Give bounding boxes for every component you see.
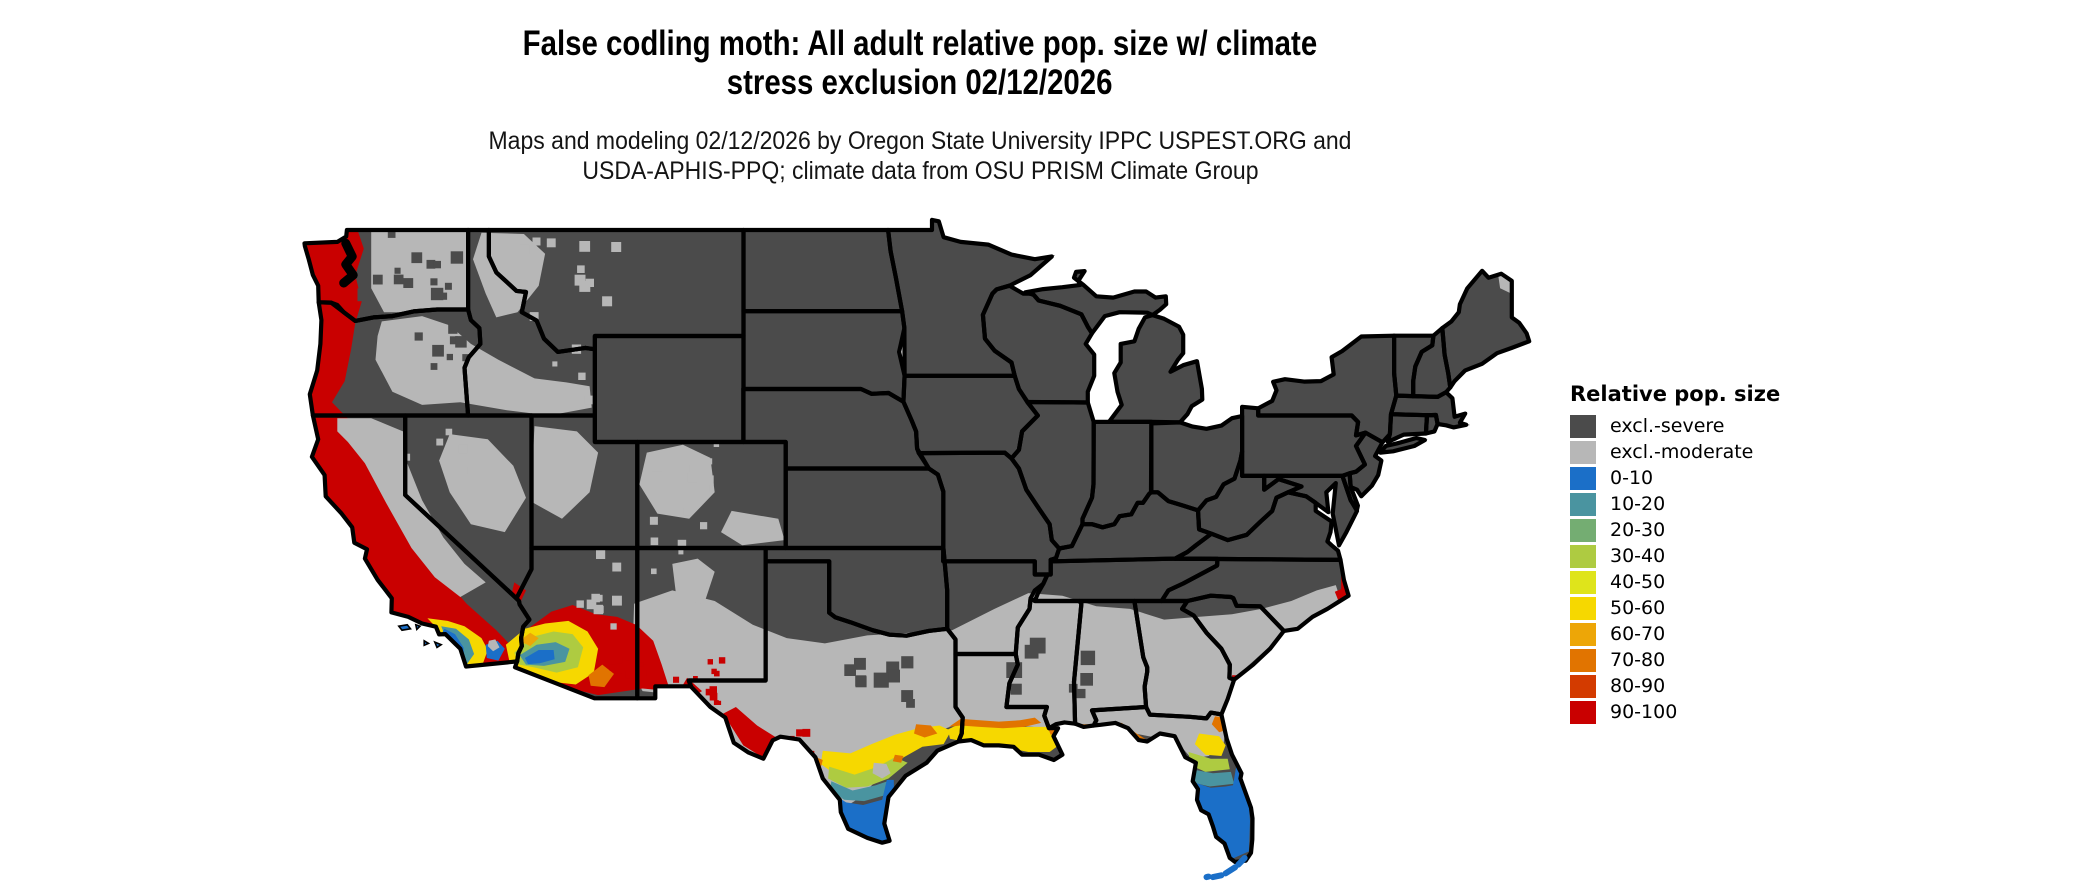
- florida-keys: [1203, 873, 1212, 881]
- legend-label: 20-30: [1610, 519, 1666, 541]
- legend-swatch-50-60: [1570, 597, 1596, 620]
- legend-row: 80-90: [1570, 675, 1780, 698]
- florida-keys: [1209, 872, 1225, 881]
- legend-row: 60-70: [1570, 623, 1780, 646]
- legend-row: 40-50: [1570, 571, 1780, 594]
- legend-swatch-60-70: [1570, 623, 1596, 646]
- map-title-line-2: stress exclusion 02/12/2026: [727, 63, 1113, 102]
- legend-label: excl.-moderate: [1610, 441, 1754, 463]
- legend: Relative pop. size excl.-severe excl.-mod…: [1570, 382, 1780, 724]
- legend-label: 0-10: [1610, 467, 1654, 489]
- legend-label: 10-20: [1610, 493, 1666, 515]
- legend-title: Relative pop. size: [1570, 382, 1781, 406]
- legend-row: 30-40: [1570, 545, 1780, 568]
- legend-swatch-70-80: [1570, 649, 1596, 672]
- legend-label: 80-90: [1610, 675, 1666, 697]
- map-title: False codling moth: All adult relative p…: [0, 24, 1840, 102]
- legend-label: 70-80: [1610, 649, 1666, 671]
- legend-label: excl.-severe: [1610, 415, 1725, 437]
- state-border-layer: [302, 217, 1532, 865]
- legend-swatch-80-90: [1570, 675, 1596, 698]
- legend-row: excl.-moderate: [1570, 441, 1780, 464]
- legend-swatch-excl.-moderate: [1570, 441, 1596, 464]
- legend-row: 70-80: [1570, 649, 1780, 672]
- legend-row: 10-20: [1570, 493, 1780, 516]
- legend-label: 50-60: [1610, 597, 1666, 619]
- florida-keys: [1222, 864, 1239, 877]
- legend-row: 50-60: [1570, 597, 1780, 620]
- legend-swatch-40-50: [1570, 571, 1596, 594]
- state-fill-layer: [303, 218, 1531, 864]
- legend-row: 90-100: [1570, 701, 1780, 724]
- legend-swatch-excl.-severe: [1570, 415, 1596, 438]
- legend-row: excl.-severe: [1570, 415, 1780, 438]
- legend-row: 0-10: [1570, 467, 1780, 490]
- legend-items: excl.-severe excl.-moderate 0-10 10-20 20-30…: [1570, 415, 1780, 724]
- puget-sound-water: [339, 238, 358, 288]
- coastal-islands-layer: [339, 238, 1248, 881]
- legend-swatch-90-100: [1570, 701, 1596, 724]
- legend-swatch-10-20: [1570, 493, 1596, 516]
- map-credits: Maps and modeling 02/12/2026 by Oregon S…: [0, 126, 1840, 186]
- legend-swatch-0-10: [1570, 467, 1596, 490]
- legend-label: 60-70: [1610, 623, 1666, 645]
- florida-keys: [1235, 855, 1248, 868]
- legend-label: 40-50: [1610, 571, 1666, 593]
- legend-swatch-30-40: [1570, 545, 1596, 568]
- legend-label: 90-100: [1610, 701, 1678, 723]
- credit-line-2: USDA-APHIS-PPQ; climate data from OSU PR…: [581, 157, 1259, 185]
- legend-swatch-20-30: [1570, 519, 1596, 542]
- map-title-line-1: False codling moth: All adult relative p…: [522, 24, 1318, 63]
- legend-row: 20-30: [1570, 519, 1780, 542]
- legend-label: 30-40: [1610, 545, 1666, 567]
- credit-line-1: Maps and modeling 02/12/2026 by Oregon S…: [488, 127, 1352, 155]
